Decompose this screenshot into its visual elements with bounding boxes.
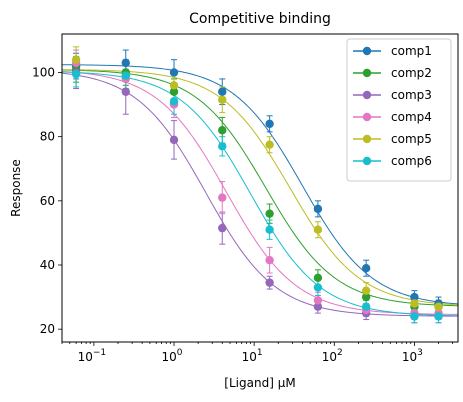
point-comp1 bbox=[313, 204, 323, 214]
legend-label-comp5: comp5 bbox=[391, 132, 432, 146]
point-comp6 bbox=[169, 97, 179, 106]
legend-marker-comp3 bbox=[362, 90, 372, 100]
y-axis-label: Response bbox=[9, 159, 23, 217]
point-comp6 bbox=[313, 283, 323, 292]
point-comp1 bbox=[410, 292, 419, 302]
point-comp2 bbox=[361, 292, 371, 302]
x-tick-label: 102 bbox=[322, 348, 343, 364]
y-axis-ticks: 20 40 60 80 100 bbox=[32, 66, 62, 336]
point-comp6 bbox=[218, 142, 227, 151]
point-comp3 bbox=[121, 87, 130, 96]
point-comp6 bbox=[410, 312, 419, 321]
point-comp5 bbox=[71, 55, 81, 64]
legend-label-comp3: comp3 bbox=[391, 88, 432, 102]
point-comp4 bbox=[313, 296, 323, 305]
point-comp1 bbox=[218, 87, 227, 96]
legend: comp1 comp2 comp3 comp4 comp5 comp6 bbox=[346, 38, 452, 182]
legend-marker-comp6 bbox=[362, 156, 372, 166]
x-tick-label: 100 bbox=[162, 348, 183, 364]
legend-marker-comp4 bbox=[362, 112, 372, 122]
x-tick-label: 101 bbox=[242, 348, 263, 364]
plot-frame bbox=[61, 33, 459, 343]
point-comp3 bbox=[169, 135, 179, 145]
legend-label-comp1: comp1 bbox=[391, 44, 432, 58]
legend-label-comp6: comp6 bbox=[391, 154, 432, 168]
point-comp5 bbox=[218, 95, 227, 104]
point-comp6 bbox=[361, 302, 371, 311]
point-comp1 bbox=[265, 119, 274, 129]
point-comp4 bbox=[265, 255, 274, 265]
legend-box bbox=[346, 38, 452, 182]
y-tick-label: 60 bbox=[40, 194, 55, 208]
point-comp6 bbox=[71, 69, 81, 79]
point-comp2 bbox=[313, 273, 323, 283]
point-comp5 bbox=[361, 286, 371, 295]
point-comp5 bbox=[434, 302, 443, 311]
point-comp3 bbox=[218, 223, 227, 233]
data-points bbox=[71, 55, 443, 321]
point-comp2 bbox=[218, 126, 227, 135]
legend-marker-comp5 bbox=[362, 134, 372, 144]
x-axis-label: [Ligand] μM bbox=[224, 376, 295, 390]
point-comp5 bbox=[169, 81, 179, 90]
point-comp4 bbox=[218, 193, 227, 202]
point-comp1 bbox=[361, 264, 371, 273]
point-comp5 bbox=[265, 140, 274, 149]
y-tick-label: 100 bbox=[32, 66, 55, 80]
point-comp3 bbox=[265, 278, 274, 287]
point-comp1 bbox=[121, 58, 130, 68]
y-tick-label: 20 bbox=[40, 322, 55, 336]
legend-marker-comp2 bbox=[362, 68, 372, 78]
y-tick-label: 40 bbox=[40, 258, 55, 272]
point-comp3 bbox=[313, 302, 323, 311]
point-comp5 bbox=[410, 299, 419, 308]
point-comp6 bbox=[434, 312, 443, 321]
x-axis-ticks: 10−1 100 101 102 103 bbox=[61, 342, 454, 364]
point-comp1 bbox=[169, 68, 179, 77]
point-comp5 bbox=[313, 225, 323, 234]
point-comp6 bbox=[265, 225, 274, 234]
point-comp2 bbox=[169, 87, 179, 96]
point-comp6 bbox=[121, 71, 130, 80]
x-tick-label: 103 bbox=[402, 348, 423, 364]
chart-title: Competitive binding bbox=[189, 11, 331, 27]
x-tick-label: 10−1 bbox=[78, 348, 107, 364]
legend-marker-comp1 bbox=[362, 46, 372, 56]
legend-label-comp2: comp2 bbox=[391, 66, 432, 80]
legend-label-comp4: comp4 bbox=[391, 110, 432, 124]
point-comp2 bbox=[265, 209, 274, 218]
y-tick-label: 80 bbox=[40, 130, 55, 144]
